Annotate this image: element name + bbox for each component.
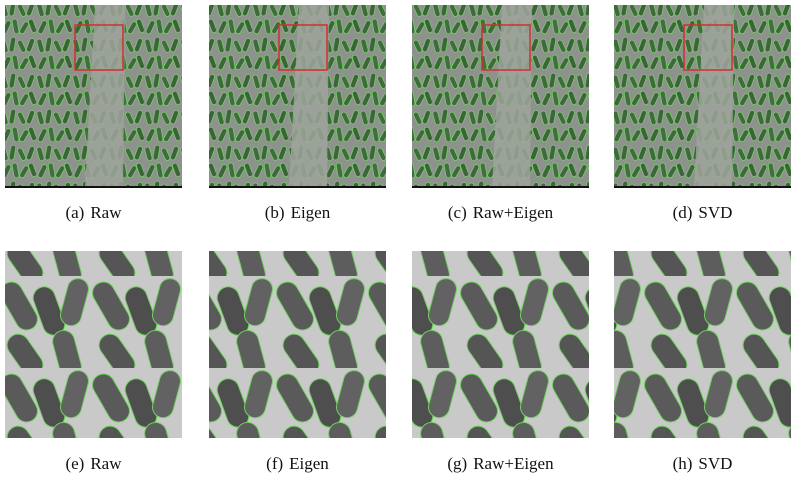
caption: (f) Eigen [266, 454, 329, 473]
overview-image [614, 5, 791, 187]
image [614, 251, 791, 438]
caption-label: (a) [65, 203, 84, 222]
caption-text: Raw+Eigen [473, 454, 554, 473]
caption-text: Raw [90, 203, 122, 222]
caption: (c) Raw+Eigen [448, 203, 554, 222]
caption-text: Raw [90, 454, 122, 473]
caption: (h) SVD [673, 454, 733, 473]
zoom-image [5, 251, 182, 438]
caption-label: (f) [266, 454, 283, 473]
caption: (g) Raw+Eigen [447, 454, 554, 473]
caption-label: (c) [448, 203, 467, 222]
figure: (a) Raw (b) Eigen (c) Raw+Eigen (d) SVD (e) Raw (f… [0, 0, 791, 477]
image [412, 251, 589, 438]
panels: (a) Raw (b) Eigen (c) Raw+Eigen (d) SVD (e) Raw (f… [5, 5, 791, 473]
caption: (d) SVD [673, 203, 733, 222]
caption: (a) Raw [65, 203, 122, 222]
zoom-image [614, 251, 791, 438]
caption-label: (e) [65, 454, 84, 473]
caption-label: (g) [447, 454, 467, 473]
zoom-image [412, 251, 589, 438]
caption: (b) Eigen [265, 203, 331, 222]
caption-label: (b) [265, 203, 285, 222]
caption-label: (d) [673, 203, 693, 222]
caption-text: Eigen [291, 203, 331, 222]
overview-image [5, 5, 182, 187]
caption: (e) Raw [65, 454, 122, 473]
overview-image [412, 5, 589, 187]
caption-text: SVD [698, 203, 732, 222]
caption-text: SVD [698, 454, 732, 473]
overview-image [209, 5, 386, 187]
caption-text: Eigen [289, 454, 329, 473]
zoom-image [209, 251, 386, 438]
caption-text: Raw+Eigen [473, 203, 554, 222]
image [209, 251, 386, 438]
caption-label: (h) [673, 454, 693, 473]
image [5, 251, 182, 438]
